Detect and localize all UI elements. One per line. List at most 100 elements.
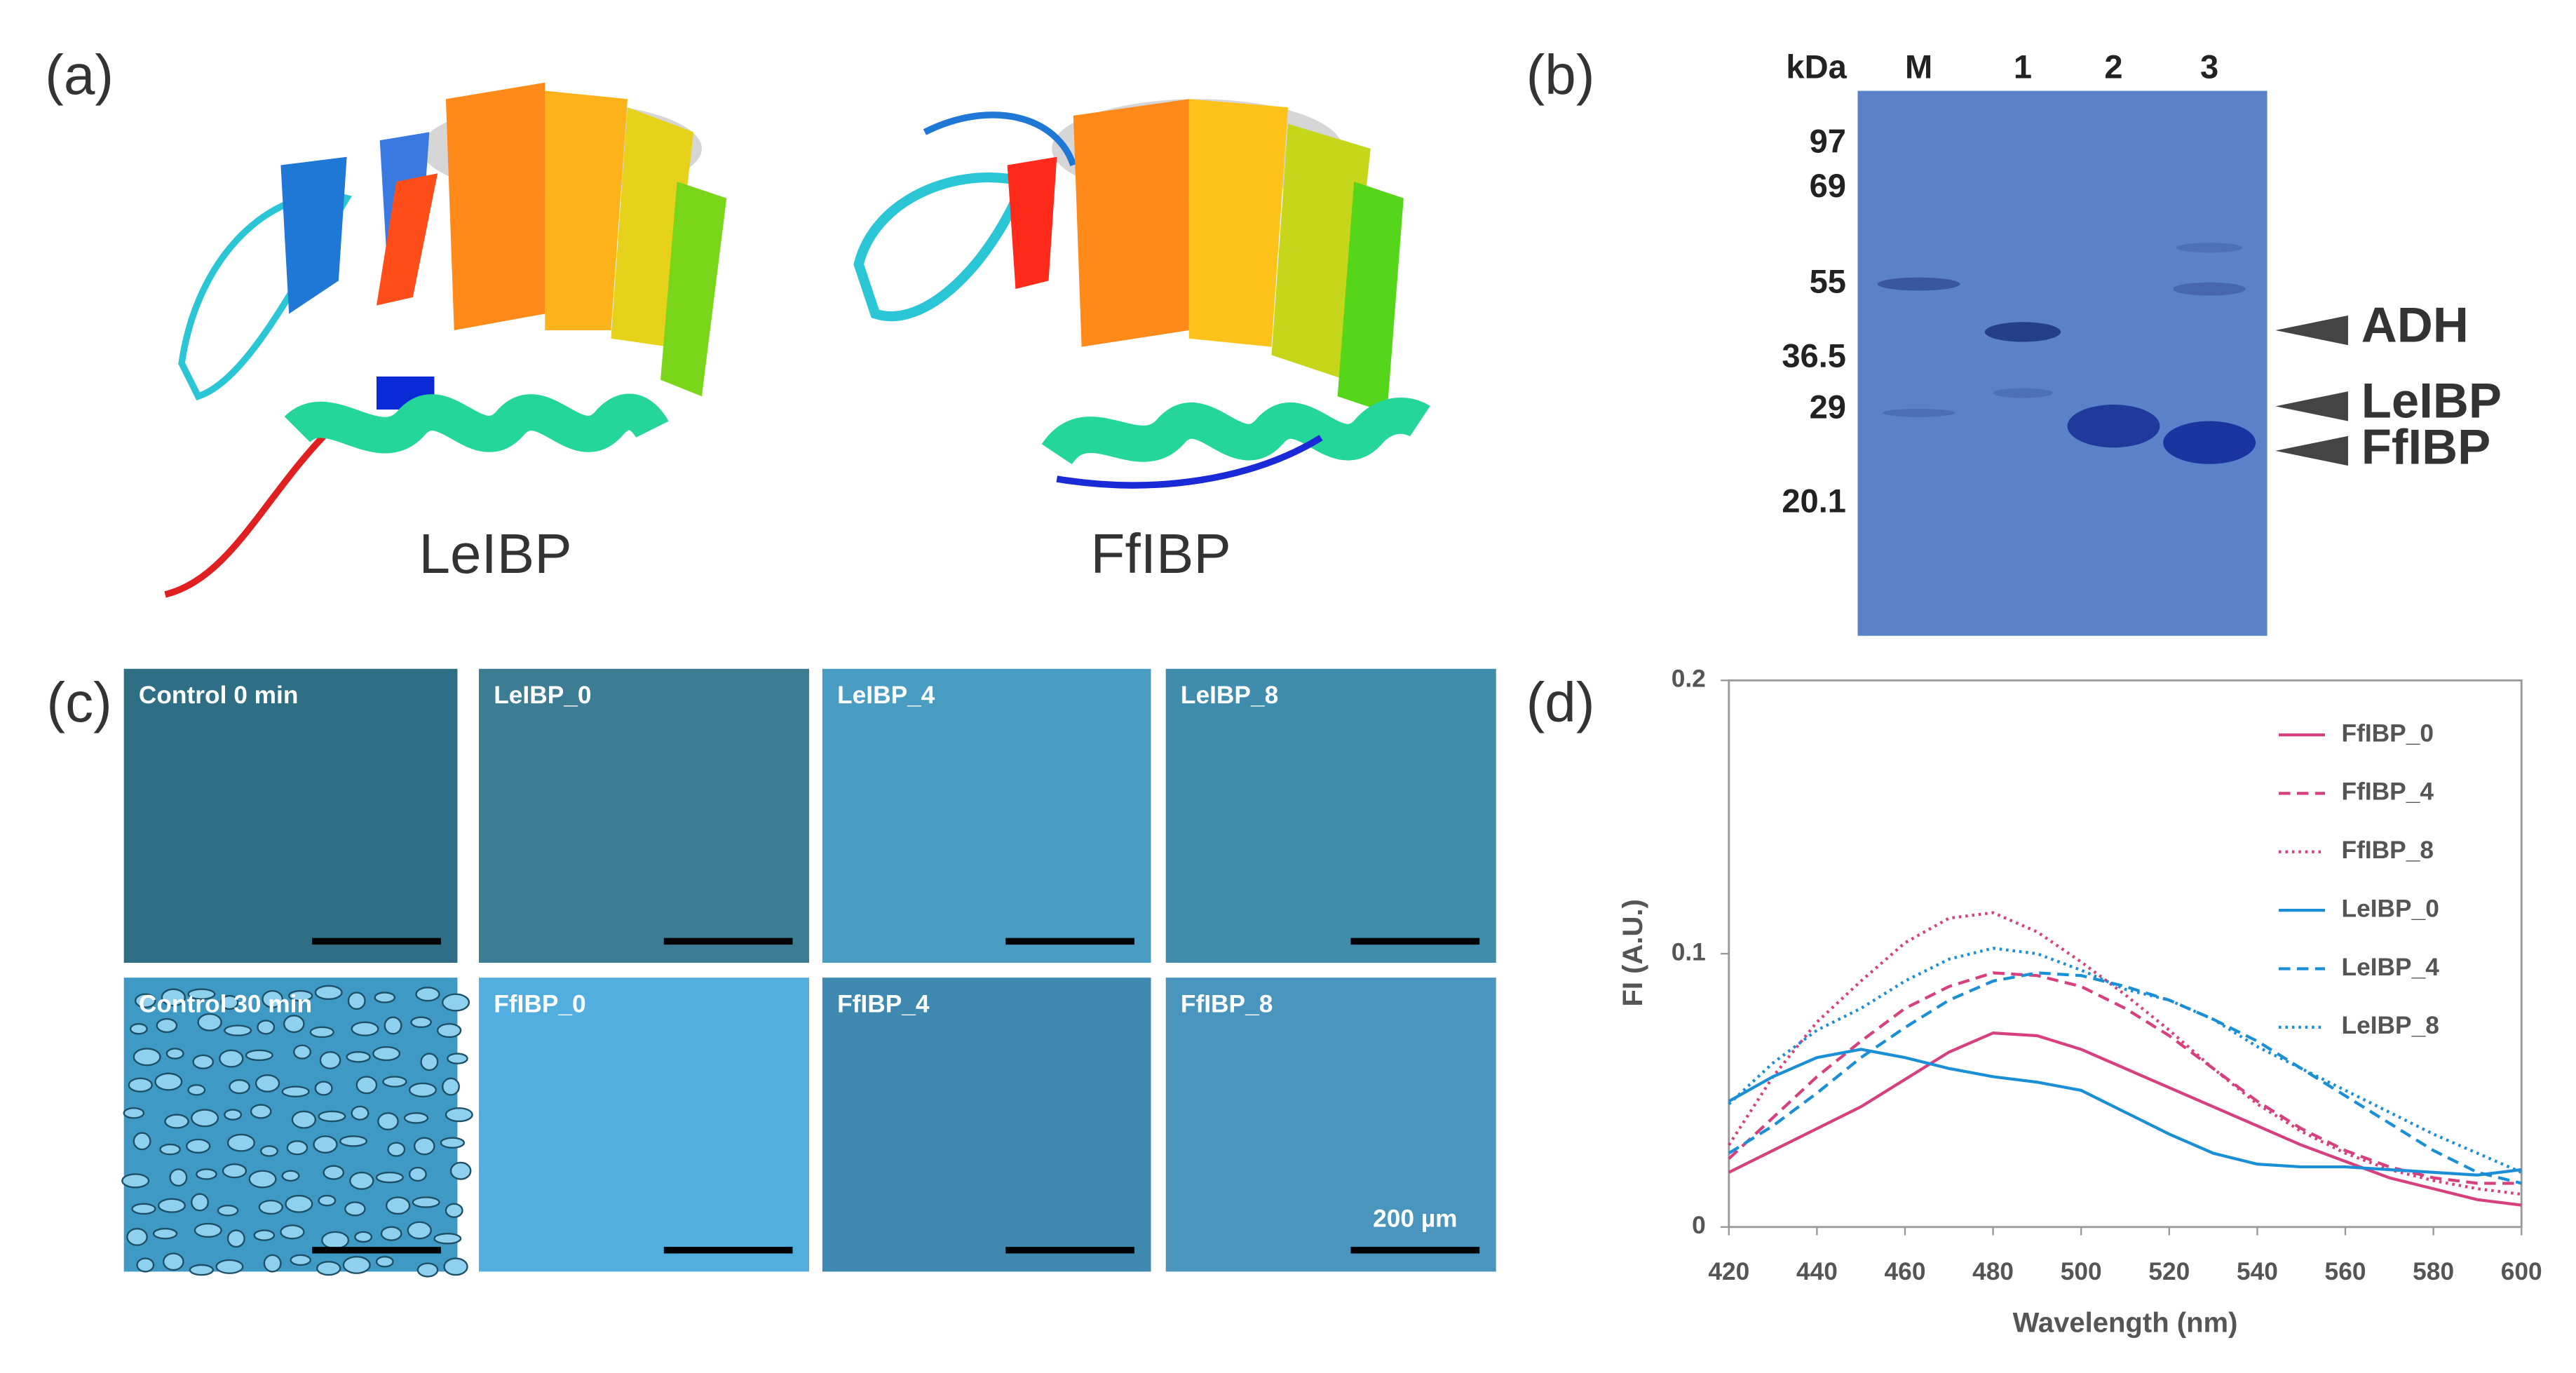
droplet <box>351 1021 379 1036</box>
droplet <box>248 1170 277 1189</box>
droplet <box>321 1231 350 1250</box>
droplet <box>217 1205 239 1217</box>
droplet <box>293 1044 311 1060</box>
panel-label: (b) <box>1526 43 1595 106</box>
droplet <box>220 994 239 1010</box>
droplet <box>165 1048 184 1060</box>
droplet <box>407 1221 432 1240</box>
droplet <box>280 1224 305 1240</box>
droplet <box>339 1135 368 1147</box>
droplet <box>447 1053 468 1064</box>
droplet <box>224 1109 243 1121</box>
droplet <box>226 1229 245 1248</box>
droplet <box>123 1107 145 1119</box>
droplet <box>433 1233 462 1245</box>
micrograph-label: LeIBP_0 <box>494 682 591 709</box>
x-tick-label: 560 <box>2325 1258 2366 1285</box>
legend-label: FfIBP_0 <box>2342 719 2434 747</box>
droplet <box>281 1170 300 1182</box>
micrograph-label: LeIBP_8 <box>1181 682 1278 709</box>
droplet <box>347 992 366 1010</box>
droplet <box>445 1203 463 1218</box>
series-line <box>1728 1048 2522 1177</box>
lane-label: M <box>1905 48 1932 85</box>
droplet <box>372 1046 401 1062</box>
micrograph <box>822 668 1151 963</box>
droplet <box>291 1110 317 1129</box>
legend-label: FfIBP_4 <box>2342 778 2434 806</box>
micrograph <box>1165 668 1496 963</box>
droplet <box>354 1231 373 1243</box>
y-tick-label: 0.1 <box>1672 938 1706 966</box>
chart: Wavelength (nm) FI (A.U.) 0 0.1 0.2 420 440 4… <box>1618 665 2542 1339</box>
marker-label: 69 <box>1810 167 1846 204</box>
band-label: FfIBP <box>2361 419 2490 475</box>
legend-label: LeIBP_4 <box>2342 954 2440 981</box>
droplet <box>222 1163 248 1179</box>
legend-label: LeIBP_0 <box>2342 895 2439 922</box>
droplet <box>346 1050 371 1063</box>
x-tick-label: 500 <box>2061 1258 2102 1285</box>
droplet <box>128 1077 153 1093</box>
y-axis-title: FI (A.U.) <box>1618 899 1648 1006</box>
droplet <box>323 1165 345 1180</box>
band-label: ADH <box>2361 297 2469 352</box>
droplet <box>189 1264 215 1276</box>
droplet <box>196 1168 217 1180</box>
micrograph <box>479 668 810 963</box>
droplet <box>187 988 216 1000</box>
droplet <box>355 1076 378 1095</box>
panel-label: (a) <box>45 43 114 106</box>
lane-label: 2 <box>2104 48 2122 85</box>
droplet <box>349 1171 374 1190</box>
droplet <box>262 989 283 1008</box>
band-label: LeIBP <box>2361 373 2502 428</box>
x-tick-label: 600 <box>2501 1258 2542 1285</box>
panel-label: (d) <box>1526 671 1595 733</box>
droplet <box>412 1196 440 1208</box>
micrograph-label: FfIBP_8 <box>1181 991 1273 1018</box>
droplet <box>134 993 156 1008</box>
droplet <box>257 1020 276 1035</box>
gel-unit: kDa <box>1786 48 1847 85</box>
x-tick-label: 440 <box>1796 1258 1838 1285</box>
droplet <box>408 1166 427 1182</box>
droplet <box>157 1198 186 1213</box>
droplet <box>403 1112 429 1124</box>
droplet <box>377 1112 399 1131</box>
x-tick-label: 520 <box>2148 1258 2190 1285</box>
droplet <box>316 1261 341 1276</box>
micrograph <box>822 978 1151 1272</box>
structure-label: LeIBP <box>419 522 572 585</box>
droplet <box>387 1142 406 1157</box>
droplet <box>192 1054 215 1069</box>
structure-lelbp <box>164 82 727 598</box>
droplet <box>286 1140 309 1156</box>
gel-bands <box>1877 243 2256 464</box>
gel-arrows <box>2275 315 2348 466</box>
droplet <box>420 1053 439 1071</box>
series-line <box>1728 971 2522 1185</box>
droplet <box>185 1138 211 1154</box>
micrograph-label: Control 30 min <box>139 991 312 1018</box>
marker-label: 29 <box>1810 388 1846 425</box>
droplet <box>229 1079 250 1095</box>
droplet <box>318 1110 346 1123</box>
droplet <box>129 1022 148 1035</box>
droplet <box>197 1013 222 1032</box>
legend-label: FfIBP_8 <box>2342 837 2434 864</box>
micrograph <box>123 668 458 963</box>
marker-label: 97 <box>1810 122 1846 159</box>
droplet <box>375 1256 394 1268</box>
y-tick-label: 0 <box>1692 1212 1706 1239</box>
micrographs: Control 0 min LeIBP_0 LeIBP_4 LeIBP_8 Contro… <box>121 668 1496 1278</box>
x-tick-label: 480 <box>1972 1258 2014 1285</box>
x-tick-label: 420 <box>1708 1258 1749 1285</box>
droplet <box>245 1049 273 1062</box>
structure-ffibp <box>853 99 1430 489</box>
droplet <box>436 1022 462 1039</box>
lane-label: 3 <box>2200 48 2218 85</box>
micrograph-label: FfIBP_0 <box>494 991 585 1018</box>
droplet <box>133 1132 151 1151</box>
